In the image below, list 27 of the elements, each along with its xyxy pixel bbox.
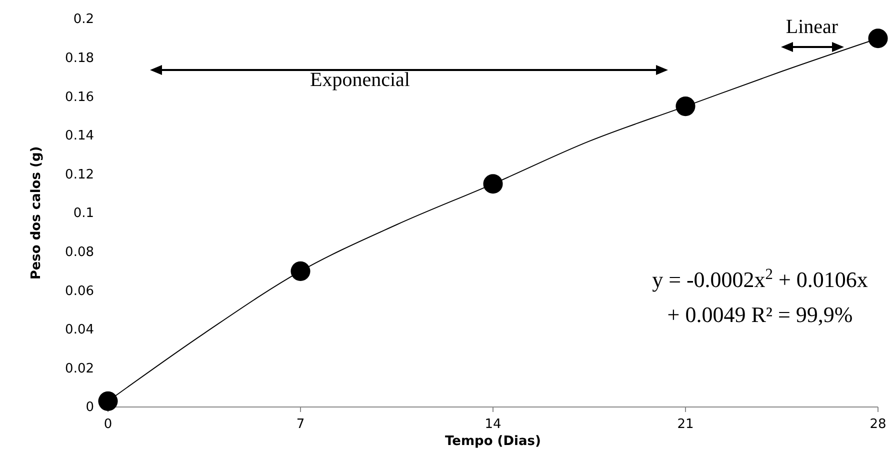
y-tick-label: 0.02 bbox=[65, 361, 94, 376]
point bbox=[290, 261, 310, 281]
x-tick-label: 21 bbox=[677, 417, 694, 432]
y-tick-label: 0.2 bbox=[73, 12, 94, 28]
annotation: Linear bbox=[786, 16, 838, 38]
point bbox=[98, 391, 118, 411]
x-tick-label: 7 bbox=[296, 417, 305, 432]
y-tick-label: 0.04 bbox=[65, 322, 94, 338]
x-axis-title: Tempo (Dias) bbox=[445, 434, 541, 449]
y-tick-label: 0.12 bbox=[65, 167, 94, 182]
x-tick-label: 14 bbox=[484, 417, 502, 432]
point bbox=[676, 96, 696, 116]
y-tick-label: 0.16 bbox=[65, 90, 94, 105]
annotation: + 0.0049 R² = 99,9% bbox=[667, 302, 853, 327]
y-axis-title: Peso dos calos (g) bbox=[29, 146, 44, 280]
annotation: Exponencial bbox=[310, 69, 410, 91]
y-tick-label: 0.14 bbox=[65, 128, 94, 144]
point bbox=[868, 28, 888, 48]
y-tick-label: 0.06 bbox=[65, 284, 94, 299]
y-tick-label: 0 bbox=[86, 400, 94, 416]
x-tick-label: 0 bbox=[104, 417, 112, 432]
y-tick-label: 0.1 bbox=[73, 206, 94, 222]
y-tick-label: 0.18 bbox=[65, 50, 94, 66]
x-tick-label: 28 bbox=[870, 417, 886, 432]
y-tick-label: 0.08 bbox=[65, 244, 94, 260]
point bbox=[483, 174, 503, 194]
annotation: y = -0.0002x$^{2}$ + 0.0106x bbox=[652, 266, 868, 292]
